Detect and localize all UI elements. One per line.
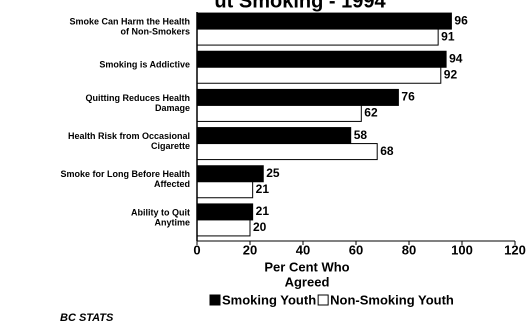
value-label: 92 <box>444 67 458 81</box>
y-tick-label: Smoking is Addictive <box>99 60 190 70</box>
y-tick-label: Anytime <box>154 217 190 227</box>
value-label: 96 <box>454 13 468 27</box>
x-tick-label: 0 <box>193 242 200 257</box>
bar <box>196 50 447 68</box>
bar <box>196 127 352 145</box>
x-tick-label: 120 <box>504 242 526 257</box>
y-tick-label: Health Risk from Occasional <box>68 131 190 141</box>
x-axis-title: Per Cent Who <box>264 259 349 274</box>
legend-label: Non-Smoking Youth <box>330 292 454 307</box>
chart-title: ut Smoking - 1994 <box>214 0 386 12</box>
bar <box>196 88 399 106</box>
bar <box>196 203 254 221</box>
y-tick-label: Ability to Quit <box>131 207 190 217</box>
legend-swatch <box>317 294 329 306</box>
value-label: 21 <box>256 204 270 218</box>
value-label: 58 <box>354 128 368 142</box>
value-label: 25 <box>266 166 280 180</box>
x-tick-label: 100 <box>451 242 473 257</box>
value-label: 62 <box>364 106 378 120</box>
y-tick-label: Quitting Reduces Health <box>85 93 190 103</box>
bar <box>196 12 452 30</box>
bar <box>196 219 251 237</box>
y-tick-label: Smoke for Long Before Health <box>60 169 190 179</box>
legend-swatch <box>209 294 221 306</box>
bar <box>196 104 362 122</box>
bar <box>196 165 264 183</box>
x-tick-label: 80 <box>402 242 416 257</box>
bar <box>196 181 254 199</box>
x-tick-label: 60 <box>349 242 363 257</box>
y-tick-label: Cigarette <box>151 141 190 151</box>
value-label: 94 <box>449 51 463 65</box>
source: BC STATS <box>60 312 114 322</box>
value-label: 76 <box>401 90 415 104</box>
legend-label: Smoking Youth <box>222 292 316 307</box>
y-tick-label: Smoke Can Harm the Health <box>69 16 190 26</box>
y-tick-label: of Non-Smokers <box>120 26 190 36</box>
y-tick-label: Damage <box>155 103 190 113</box>
value-label: 91 <box>441 29 455 43</box>
x-tick-label: 20 <box>243 242 257 257</box>
y-tick-label: Affected <box>154 179 190 189</box>
value-label: 68 <box>380 144 394 158</box>
x-axis-title: Agreed <box>285 274 330 289</box>
value-label: 20 <box>253 220 267 234</box>
bar <box>196 143 378 161</box>
bar <box>196 28 439 46</box>
bar <box>196 66 442 84</box>
x-tick-label: 40 <box>296 242 310 257</box>
value-label: 21 <box>256 182 270 196</box>
